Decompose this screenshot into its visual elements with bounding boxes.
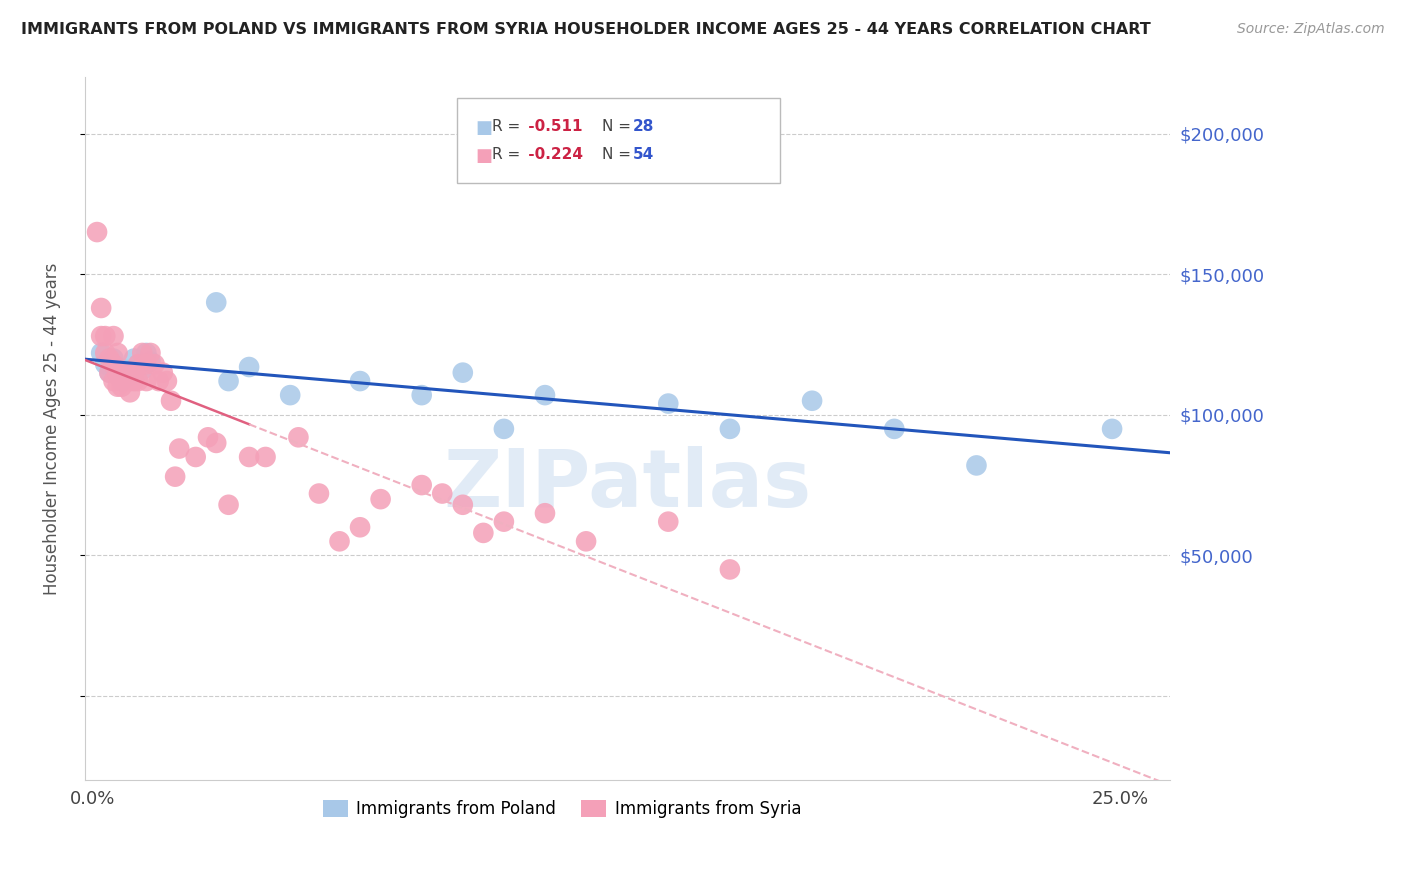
Point	[534, 506, 557, 520]
Point	[218, 374, 240, 388]
Point	[205, 436, 228, 450]
Point	[1101, 422, 1123, 436]
Point	[143, 357, 166, 371]
Legend: Immigrants from Poland, Immigrants from Syria: Immigrants from Poland, Immigrants from …	[316, 793, 808, 825]
Y-axis label: Householder Income Ages 25 - 44 years: Householder Income Ages 25 - 44 years	[44, 262, 60, 595]
Text: ■: ■	[475, 147, 492, 165]
Point	[135, 357, 157, 371]
Point	[167, 442, 190, 456]
Text: ZIPatlas: ZIPatlas	[443, 446, 811, 524]
Point	[98, 366, 121, 380]
Point	[349, 520, 371, 534]
Point	[135, 346, 157, 360]
Point	[98, 366, 121, 380]
Point	[238, 359, 260, 374]
Point	[718, 422, 741, 436]
Point	[90, 346, 112, 360]
Point	[94, 357, 117, 371]
Text: IMMIGRANTS FROM POLAND VS IMMIGRANTS FROM SYRIA HOUSEHOLDER INCOME AGES 25 - 44 : IMMIGRANTS FROM POLAND VS IMMIGRANTS FRO…	[21, 22, 1152, 37]
Point	[657, 396, 679, 410]
Point	[122, 374, 145, 388]
Point	[122, 351, 145, 366]
Point	[103, 357, 125, 371]
Point	[718, 562, 741, 576]
Point	[114, 374, 136, 388]
Point	[308, 486, 330, 500]
Point	[103, 374, 125, 388]
Point	[152, 366, 174, 380]
Point	[184, 450, 207, 464]
Point	[107, 346, 129, 360]
Text: R =: R =	[492, 119, 520, 134]
Point	[131, 346, 153, 360]
Point	[966, 458, 988, 473]
Point	[103, 351, 125, 366]
Point	[160, 393, 183, 408]
Point	[94, 346, 117, 360]
Point	[111, 366, 134, 380]
Point	[90, 329, 112, 343]
Point	[90, 301, 112, 315]
Point	[432, 486, 454, 500]
Point	[111, 380, 134, 394]
Point	[118, 368, 141, 383]
Point	[883, 422, 905, 436]
Point	[127, 357, 149, 371]
Text: -0.511: -0.511	[523, 119, 582, 134]
Point	[254, 450, 277, 464]
Point	[131, 363, 153, 377]
Point	[801, 393, 824, 408]
Text: 28: 28	[633, 119, 654, 134]
Point	[472, 525, 495, 540]
Point	[103, 329, 125, 343]
Point	[86, 225, 108, 239]
Point	[534, 388, 557, 402]
Text: N =: N =	[602, 119, 631, 134]
Point	[411, 388, 433, 402]
Point	[127, 374, 149, 388]
Point	[118, 385, 141, 400]
Point	[135, 374, 157, 388]
Text: -0.224: -0.224	[523, 147, 583, 162]
Point	[148, 374, 170, 388]
Point	[451, 366, 474, 380]
Point	[349, 374, 371, 388]
Text: Source: ZipAtlas.com: Source: ZipAtlas.com	[1237, 22, 1385, 37]
Point	[107, 359, 129, 374]
Point	[411, 478, 433, 492]
Text: 54: 54	[633, 147, 654, 162]
Text: R =: R =	[492, 147, 520, 162]
Point	[218, 498, 240, 512]
Point	[156, 374, 179, 388]
Point	[165, 469, 187, 483]
Point	[139, 354, 162, 368]
Point	[114, 366, 136, 380]
Point	[575, 534, 598, 549]
Point	[139, 346, 162, 360]
Point	[122, 366, 145, 380]
Text: ■: ■	[475, 119, 492, 136]
Point	[127, 357, 149, 371]
Point	[94, 329, 117, 343]
Point	[451, 498, 474, 512]
Point	[370, 492, 392, 507]
Point	[657, 515, 679, 529]
Point	[238, 450, 260, 464]
Point	[107, 380, 129, 394]
Text: N =: N =	[602, 147, 631, 162]
Point	[492, 515, 515, 529]
Point	[197, 430, 219, 444]
Point	[118, 374, 141, 388]
Point	[111, 374, 134, 388]
Point	[278, 388, 301, 402]
Point	[98, 351, 121, 366]
Point	[114, 363, 136, 377]
Point	[328, 534, 350, 549]
Point	[107, 366, 129, 380]
Point	[492, 422, 515, 436]
Point	[205, 295, 228, 310]
Point	[287, 430, 309, 444]
